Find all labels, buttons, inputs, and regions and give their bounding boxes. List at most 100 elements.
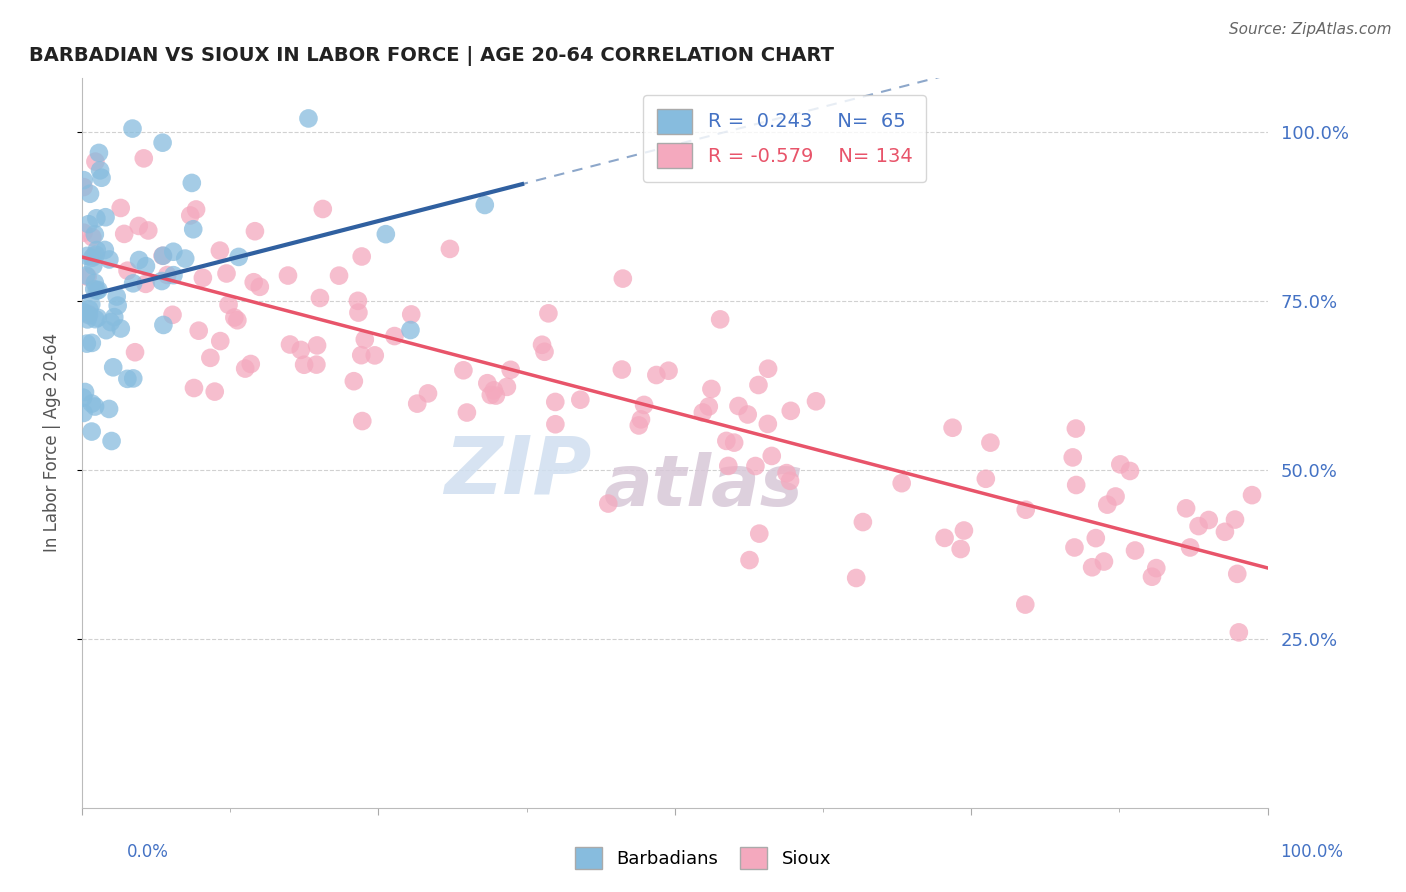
- Point: [72, 226, 94, 240]
- Point: [399, 307, 422, 321]
- Point: [226, 313, 249, 327]
- Point: [1104, 490, 1126, 504]
- Point: [1227, 625, 1250, 640]
- Point: [86, 243, 108, 257]
- Point: [485, 388, 508, 402]
- Point: [162, 308, 184, 322]
- Point: [709, 312, 731, 326]
- Point: [328, 268, 350, 283]
- Point: [416, 386, 439, 401]
- Point: [1144, 561, 1167, 575]
- Point: [1109, 458, 1132, 472]
- Point: [277, 268, 299, 283]
- Point: [83, 282, 105, 296]
- Point: [1014, 598, 1036, 612]
- Point: [297, 112, 319, 126]
- Point: [152, 318, 174, 332]
- Point: [84, 248, 107, 262]
- Point: [1062, 450, 1084, 465]
- Point: [569, 392, 592, 407]
- Point: [80, 396, 103, 410]
- Point: [82, 230, 104, 244]
- Legend: R =  0.243    N=  65, R = -0.579    N= 134: R = 0.243 N= 65, R = -0.579 N= 134: [644, 95, 927, 182]
- Point: [87, 145, 110, 160]
- Point: [100, 434, 122, 448]
- Point: [474, 198, 496, 212]
- Legend: Barbadians, Sioux: Barbadians, Sioux: [568, 839, 838, 876]
- Point: [174, 252, 197, 266]
- Point: [82, 251, 104, 265]
- Point: [1097, 498, 1119, 512]
- Point: [72, 180, 94, 194]
- Point: [100, 315, 122, 329]
- Point: [228, 250, 250, 264]
- Point: [105, 289, 128, 303]
- Point: [87, 283, 110, 297]
- Point: [152, 136, 174, 150]
- Point: [181, 222, 204, 236]
- Point: [347, 305, 370, 319]
- Point: [499, 363, 522, 377]
- Point: [152, 249, 174, 263]
- Point: [76, 312, 98, 326]
- Point: [179, 209, 201, 223]
- Point: [83, 227, 105, 242]
- Point: [1198, 513, 1220, 527]
- Point: [779, 474, 801, 488]
- Point: [86, 211, 108, 226]
- Point: [477, 376, 499, 391]
- Point: [479, 388, 502, 402]
- Point: [84, 154, 107, 169]
- Point: [103, 360, 125, 375]
- Point: [80, 297, 103, 311]
- Point: [72, 305, 94, 319]
- Point: [117, 263, 139, 277]
- Point: [77, 308, 100, 322]
- Point: [364, 348, 387, 362]
- Point: [779, 404, 801, 418]
- Point: [150, 274, 173, 288]
- Point: [80, 425, 103, 439]
- Point: [1081, 560, 1104, 574]
- Point: [1226, 566, 1249, 581]
- Text: ZIP: ZIP: [444, 433, 592, 511]
- Point: [83, 249, 105, 263]
- Point: [82, 259, 104, 273]
- Point: [453, 363, 475, 377]
- Point: [347, 293, 370, 308]
- Point: [184, 202, 207, 217]
- Point: [187, 324, 209, 338]
- Point: [152, 249, 174, 263]
- Point: [747, 378, 769, 392]
- Point: [107, 299, 129, 313]
- Point: [544, 417, 567, 432]
- Point: [1240, 488, 1263, 502]
- Point: [1092, 555, 1115, 569]
- Point: [98, 401, 121, 416]
- Point: [439, 242, 461, 256]
- Point: [242, 275, 264, 289]
- Point: [1175, 501, 1198, 516]
- Point: [979, 435, 1001, 450]
- Point: [96, 323, 118, 337]
- Point: [890, 476, 912, 491]
- Point: [350, 348, 373, 362]
- Point: [77, 307, 100, 321]
- Point: [761, 449, 783, 463]
- Point: [218, 298, 240, 312]
- Point: [86, 284, 108, 298]
- Point: [128, 219, 150, 233]
- Point: [1064, 478, 1087, 492]
- Point: [215, 267, 238, 281]
- Point: [456, 405, 478, 419]
- Point: [756, 361, 779, 376]
- Point: [350, 250, 373, 264]
- Point: [72, 391, 94, 405]
- Point: [544, 395, 567, 409]
- Point: [312, 202, 335, 216]
- Point: [72, 173, 94, 187]
- Point: [645, 368, 668, 382]
- Point: [1213, 524, 1236, 539]
- Point: [307, 338, 329, 352]
- Text: BARBADIAN VS SIOUX IN LABOR FORCE | AGE 20-64 CORRELATION CHART: BARBADIAN VS SIOUX IN LABOR FORCE | AGE …: [28, 46, 834, 66]
